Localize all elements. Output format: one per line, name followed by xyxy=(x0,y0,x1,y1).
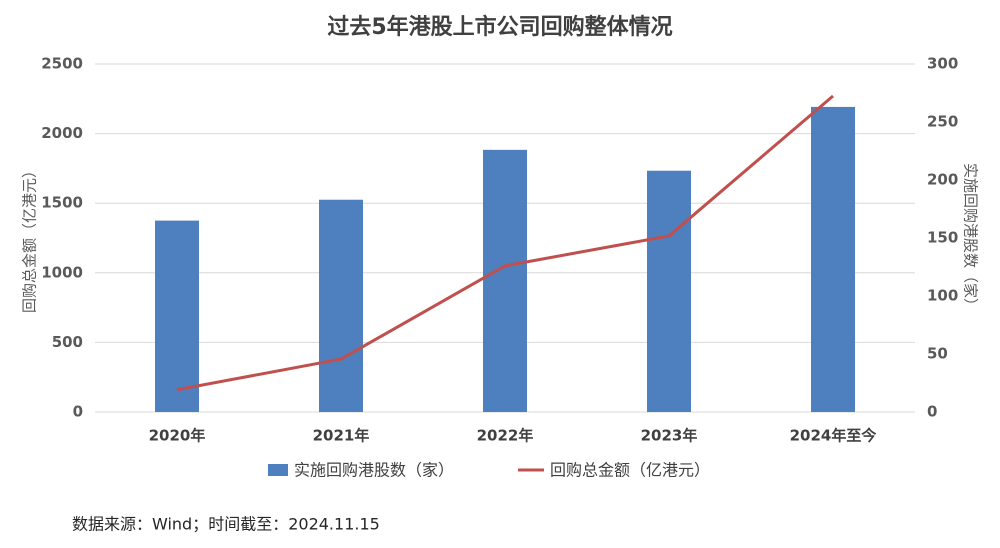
y2-tick-label: 300 xyxy=(927,55,958,73)
x-tick-label: 2022年 xyxy=(477,427,534,445)
source-note: 数据来源：Wind；时间截至：2024.11.15 xyxy=(72,515,380,534)
y-axis-title: 回购总金额（亿港元） xyxy=(21,163,39,313)
x-tick-label: 2023年 xyxy=(641,427,698,445)
legend-label: 回购总金额（亿港元） xyxy=(550,461,710,480)
bar xyxy=(155,220,199,412)
bar xyxy=(647,170,691,412)
bar xyxy=(811,106,855,413)
chart-title: 过去5年港股上市公司回购整体情况 xyxy=(327,14,672,40)
y-tick-label: 1000 xyxy=(41,263,83,281)
y-tick-label: 2000 xyxy=(41,124,83,142)
y-tick-label: 0 xyxy=(73,403,83,421)
x-tick-label: 2024年至今 xyxy=(790,427,877,445)
y2-tick-label: 0 xyxy=(927,403,937,421)
y-tick-label: 2500 xyxy=(41,55,83,73)
y2-tick-label: 50 xyxy=(927,345,948,363)
bar xyxy=(319,199,363,412)
x-tick-label: 2021年 xyxy=(313,427,370,445)
line xyxy=(176,94,834,392)
y-tick-label: 500 xyxy=(52,333,83,351)
bar xyxy=(483,149,527,412)
y2-tick-label: 250 xyxy=(927,113,958,131)
x-tick-label: 2020年 xyxy=(149,427,206,445)
legend-swatch xyxy=(268,464,288,476)
legend-label: 实施回购港股数（家） xyxy=(294,461,454,480)
y2-tick-label: 100 xyxy=(927,287,958,305)
y2-tick-label: 150 xyxy=(927,229,958,247)
y-tick-label: 1500 xyxy=(41,194,83,212)
y2-axis-title: 实施回购港股数（家） xyxy=(962,163,980,313)
y2-tick-label: 200 xyxy=(927,171,958,189)
